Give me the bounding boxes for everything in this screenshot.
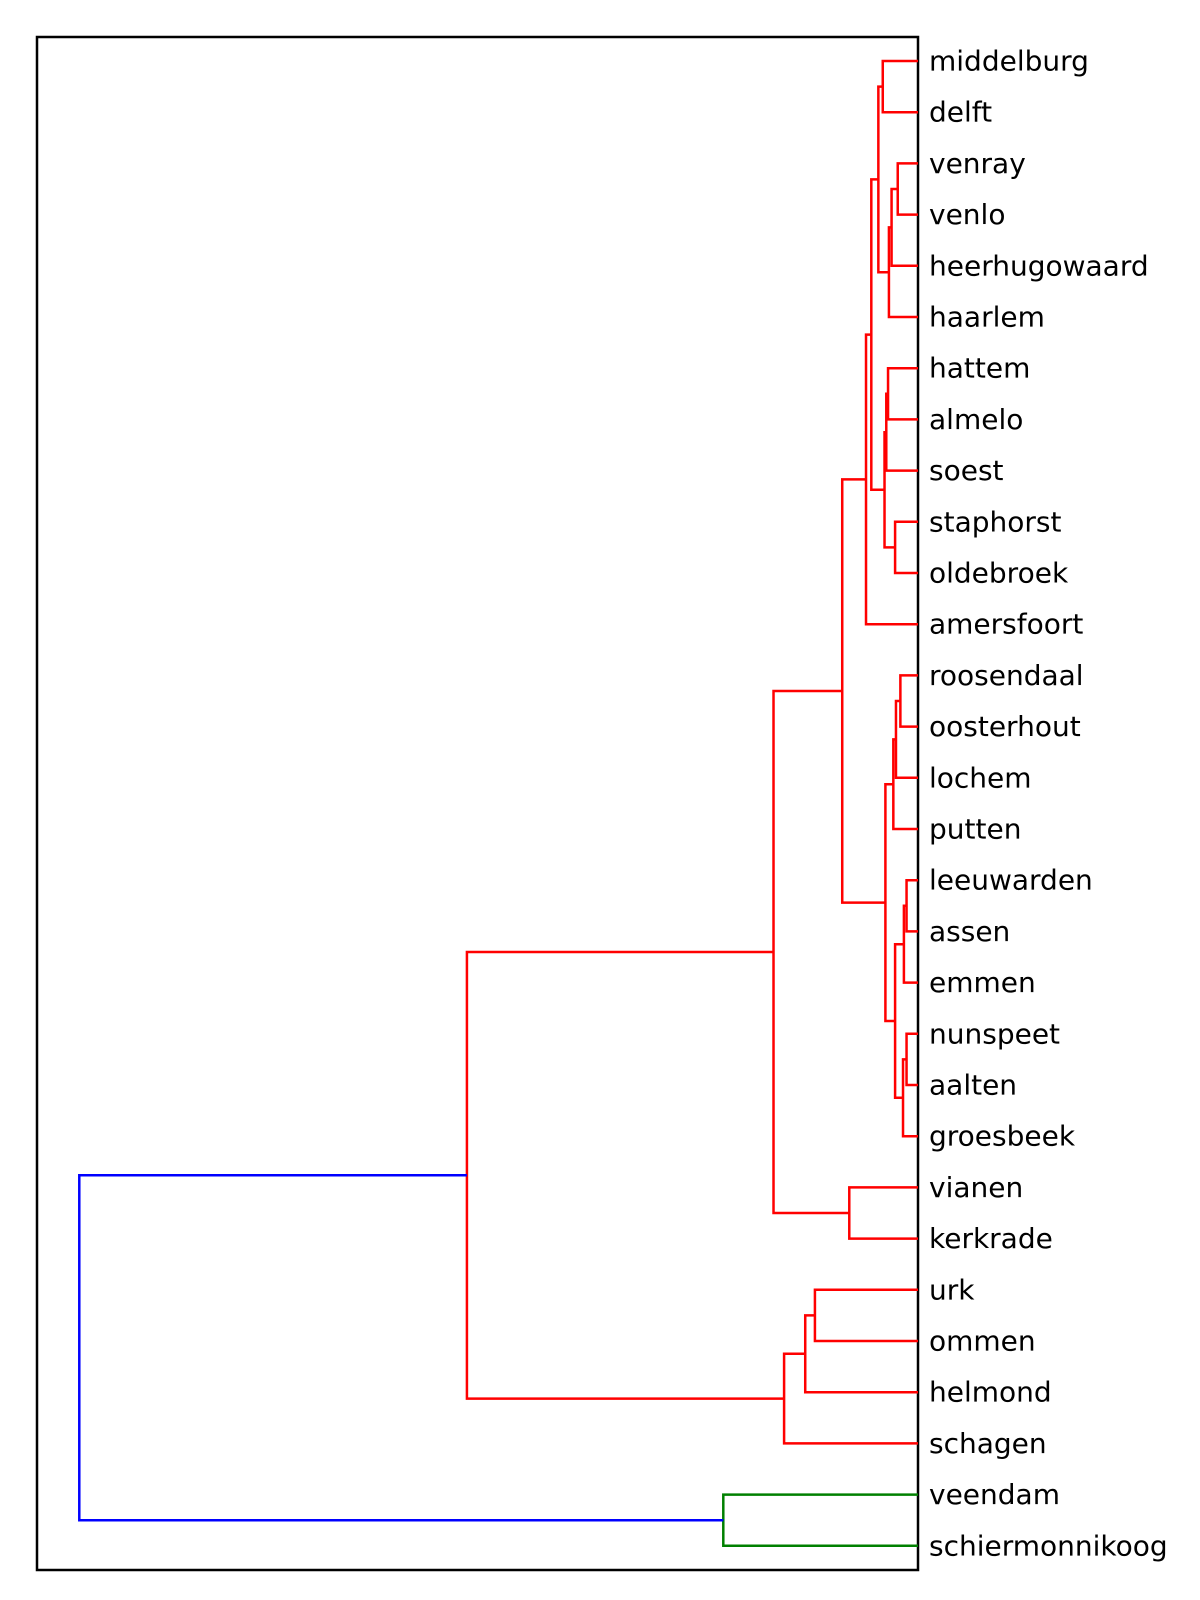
leaf-label-staphorst: staphorst <box>929 505 1061 538</box>
leaf-label-schiermonnikoog: schiermonnikoog <box>929 1529 1168 1562</box>
leaf-label-kerkrade: kerkrade <box>929 1222 1053 1255</box>
leaf-label-almelo: almelo <box>929 403 1023 436</box>
leaf-label-helmond: helmond <box>929 1376 1052 1409</box>
dendrogram-link-m28 <box>78 1174 724 1522</box>
leaf-label-amersfoort: amersfoort <box>929 608 1083 641</box>
dendrogram-link-m0 <box>881 59 918 114</box>
leaf-label-lochem: lochem <box>929 761 1032 794</box>
dendrogram-link-m17 <box>901 1058 918 1138</box>
leaf-label-delft: delft <box>929 96 992 129</box>
leaf-label-putten: putten <box>929 813 1021 846</box>
dendrogram-link-m16 <box>905 1032 918 1087</box>
dendrogram-link-m20 <box>840 478 886 904</box>
dendrogram-link-m21 <box>848 1186 918 1240</box>
leaf-label-emmen: emmen <box>929 966 1036 999</box>
leaf-label-ommen: ommen <box>929 1325 1036 1358</box>
leaf-label-aalten: aalten <box>929 1069 1017 1102</box>
dendrogram-link-m4 <box>877 85 889 274</box>
dendrogram-link-m10 <box>864 333 918 626</box>
dendrogram-link-m7 <box>893 520 918 575</box>
leaf-label-oosterhout: oosterhout <box>929 710 1081 743</box>
leaf-label-groesbeek: groesbeek <box>929 1120 1076 1153</box>
leaf-label-oldebroek: oldebroek <box>929 557 1069 590</box>
leaf-label-haarlem: haarlem <box>929 301 1045 334</box>
dendrogram-link-m22 <box>772 689 850 1215</box>
dendrogram-link-m5 <box>886 366 918 421</box>
leaf-label-venlo: venlo <box>929 198 1005 231</box>
leaf-label-assen: assen <box>929 915 1010 948</box>
dendrogram-links <box>78 59 918 1548</box>
leaf-label-veendam: veendam <box>929 1478 1060 1511</box>
leaf-label-nunspeet: nunspeet <box>929 1017 1060 1050</box>
leaf-label-urk: urk <box>929 1273 975 1306</box>
leaf-label-venray: venray <box>929 147 1026 180</box>
leaf-label-schagen: schagen <box>929 1427 1047 1460</box>
dendrogram-link-m11 <box>899 674 918 728</box>
dendrogram-link-m24 <box>803 1314 918 1394</box>
dendrogram-link-m14 <box>905 878 918 933</box>
leaf-label-heerhugowaard: heerhugowaard <box>929 249 1149 282</box>
plot-frame <box>35 35 920 1572</box>
dendrogram-link-m6 <box>885 392 918 472</box>
leaf-label-soest: soest <box>929 454 1004 487</box>
leaf-label-middelburg: middelburg <box>929 45 1089 78</box>
leaf-labels: middelburg delft venray venlo heerhugowaard h… <box>929 45 1168 1563</box>
leaf-label-roosendaal: roosendaal <box>929 659 1084 692</box>
dendrogram-link-m3 <box>887 226 918 319</box>
leaf-label-hattem: hattem <box>929 352 1030 385</box>
dendrogram-link-m1 <box>896 162 918 216</box>
dendrogram-link-m2 <box>890 187 918 268</box>
leaf-label-vianen: vianen <box>929 1171 1023 1204</box>
leaf-label-leeuwarden: leeuwarden <box>929 864 1093 897</box>
dendrogram-link-m27 <box>722 1493 918 1548</box>
dendrogram-link-m23 <box>813 1288 918 1343</box>
dendrogram-link-m26 <box>465 950 785 1400</box>
